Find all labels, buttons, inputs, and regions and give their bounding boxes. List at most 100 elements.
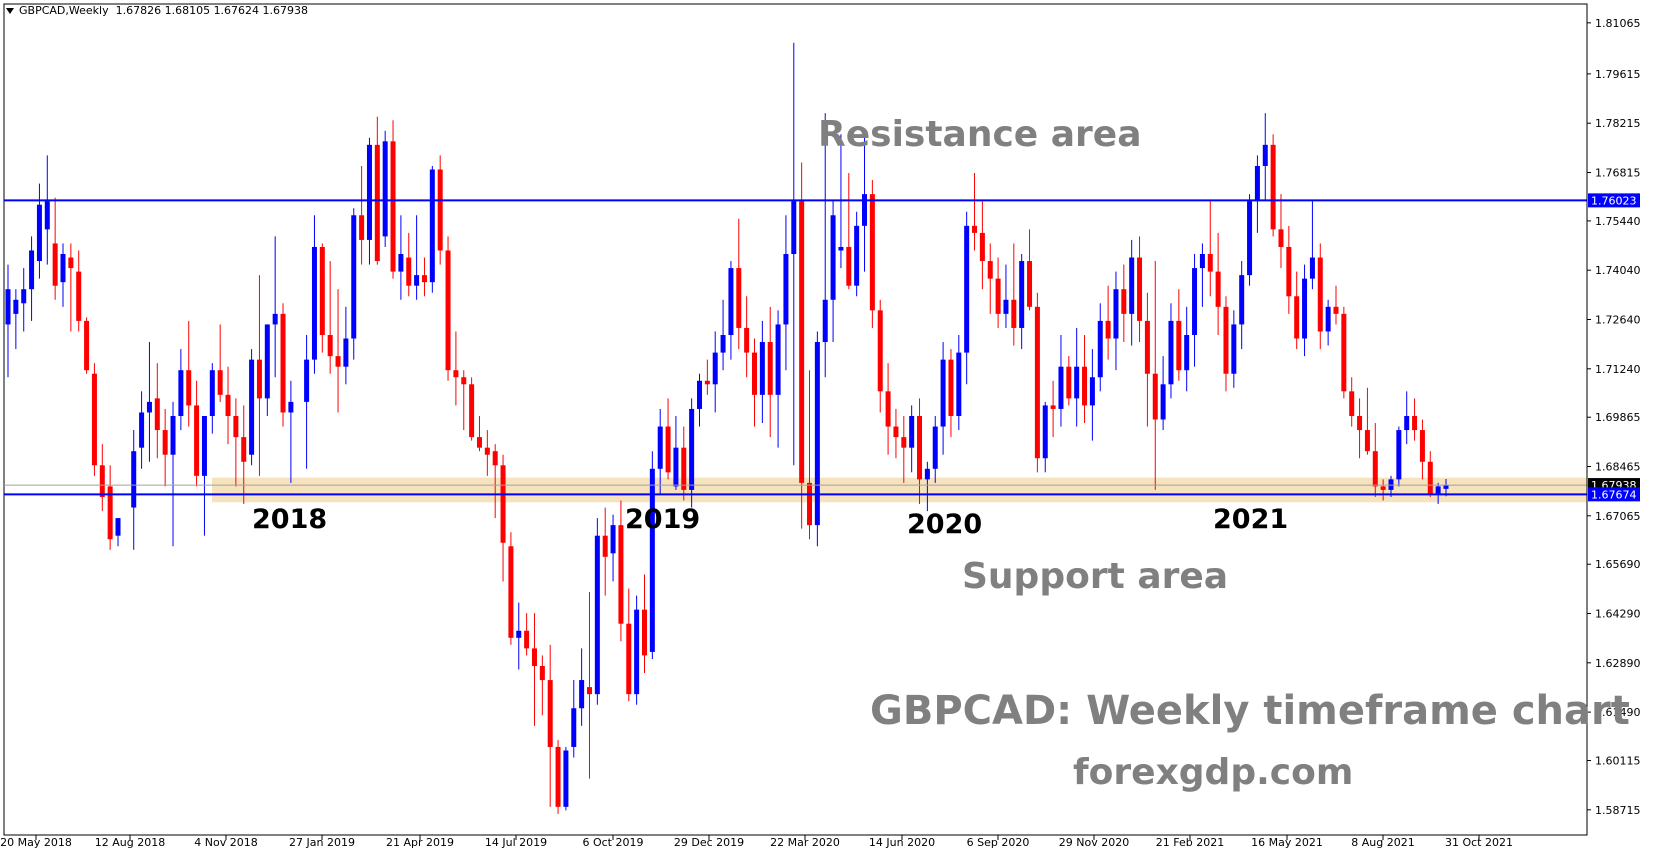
candle-body: [987, 261, 993, 279]
candle: [1427, 451, 1433, 497]
candle: [469, 377, 475, 441]
candle-body: [1184, 334, 1190, 371]
candle: [343, 306, 349, 385]
candle-body: [1364, 430, 1370, 452]
candle: [807, 370, 813, 540]
candle: [1247, 194, 1253, 286]
year-label-2021: 2021: [1213, 504, 1289, 535]
candle-body: [995, 278, 1001, 314]
candle: [516, 602, 522, 670]
candle-body: [5, 289, 11, 325]
candle-body: [1089, 377, 1095, 406]
candle: [885, 363, 891, 455]
candle-body: [909, 415, 915, 448]
candle: [131, 430, 137, 550]
candle-body: [1176, 320, 1182, 371]
candle: [1160, 356, 1166, 431]
dropdown-triangle-icon[interactable]: [6, 8, 14, 14]
support-price-label: 1.67674: [1588, 487, 1640, 502]
candle: [382, 130, 388, 247]
candle-body: [162, 430, 168, 455]
candle: [107, 465, 113, 550]
candle-body: [1058, 366, 1064, 409]
candle-body: [1396, 430, 1402, 480]
candle-body: [256, 359, 262, 399]
candle-body: [838, 246, 844, 251]
candle-body: [516, 630, 522, 638]
candle-body: [139, 412, 145, 448]
candle-body: [351, 215, 357, 339]
candle-body: [1168, 320, 1174, 385]
plot-frame: [3, 3, 1588, 836]
candle-body: [272, 313, 278, 325]
candle: [932, 415, 938, 483]
candle: [649, 451, 655, 659]
candle: [68, 243, 74, 332]
candle-body: [264, 324, 270, 399]
candle: [846, 173, 852, 290]
candle-body: [641, 609, 647, 656]
candle: [822, 113, 828, 378]
candle: [909, 405, 915, 473]
candle-body: [1357, 415, 1363, 431]
candle-body: [869, 194, 875, 311]
candle-body: [343, 338, 349, 367]
candle: [453, 331, 459, 406]
candle-body: [563, 750, 569, 807]
candle: [1176, 289, 1182, 381]
candle: [995, 257, 1001, 328]
candle: [421, 257, 427, 297]
chart-title-annotation: GBPCAD: Weekly timeframe chart: [870, 688, 1630, 734]
candle: [256, 275, 262, 476]
candle-body: [956, 352, 962, 416]
candle: [1152, 261, 1158, 490]
price-axis: 1.81065 1.79615 1.78215 1.76815 1.75440 1.740…: [1586, 4, 1641, 835]
candle-body: [1412, 415, 1418, 431]
candle-body: [846, 246, 852, 286]
candle-body: [712, 352, 718, 385]
candle: [1349, 377, 1355, 427]
candle-body: [547, 680, 553, 747]
candle: [272, 236, 278, 378]
candle-body: [500, 465, 506, 543]
candle-body: [1082, 366, 1088, 406]
candle: [1270, 134, 1276, 237]
candle: [1137, 236, 1143, 343]
candle-body: [940, 359, 946, 427]
candle: [398, 215, 404, 300]
candle: [1011, 243, 1017, 346]
candle-body: [932, 426, 938, 469]
candle: [76, 250, 82, 332]
candle: [508, 532, 514, 645]
svg-text:1.76023: 1.76023: [1591, 194, 1637, 207]
candle: [5, 264, 11, 378]
candle: [500, 454, 506, 582]
candle: [461, 370, 467, 431]
candle: [186, 320, 192, 427]
price-tick-label: 1.64290: [1595, 608, 1641, 621]
candle: [940, 342, 946, 455]
time-tick-label: 29 Nov 2020: [1059, 836, 1129, 849]
candle-body: [964, 225, 970, 353]
candle-body: [720, 334, 726, 353]
price-tick-label: 1.60115: [1595, 755, 1641, 768]
candle: [704, 359, 710, 395]
candle-body: [767, 342, 773, 395]
candle-body: [1207, 254, 1213, 272]
candle-body: [1262, 144, 1268, 166]
time-tick-label: 12 Aug 2018: [95, 836, 165, 849]
candle: [759, 320, 765, 424]
time-tick-label: 6 Sep 2020: [967, 836, 1030, 849]
candle: [830, 201, 836, 343]
candle: [524, 613, 530, 656]
candle-body: [618, 525, 624, 624]
candle-body: [288, 401, 294, 413]
time-tick-label: 21 Feb 2021: [1156, 836, 1224, 849]
candle: [414, 215, 420, 300]
candle: [1074, 327, 1080, 427]
candle-body: [814, 342, 820, 526]
candle: [201, 415, 207, 536]
candle: [1050, 380, 1056, 438]
candle: [1027, 229, 1033, 311]
